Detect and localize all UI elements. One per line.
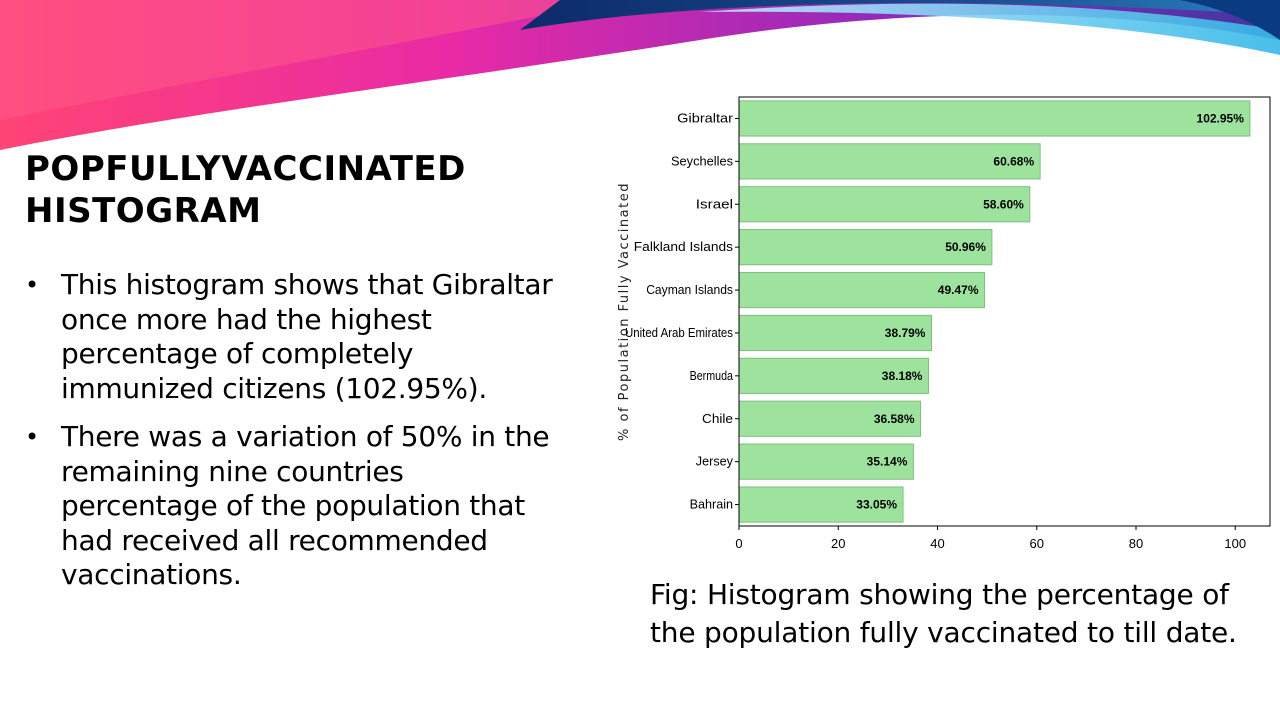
bullet-dot-icon: • bbox=[25, 271, 40, 299]
bullet-text: There was a variation of 50% in the rema… bbox=[61, 420, 550, 591]
bar-data-label: 38.18% bbox=[882, 369, 923, 383]
y-tick-label: Falkland Islands bbox=[634, 239, 734, 254]
x-tick-label: 100 bbox=[1224, 536, 1246, 551]
bullet-item: • This histogram shows that Gibraltar on… bbox=[25, 268, 565, 406]
bullet-dot-icon: • bbox=[25, 423, 40, 451]
plot-frame bbox=[738, 96, 1271, 527]
y-tick-label: Gibraltar bbox=[677, 110, 734, 125]
bullet-item: • There was a variation of 50% in the re… bbox=[25, 420, 565, 593]
y-tick-label: Cayman Islands bbox=[646, 282, 733, 297]
x-tick-label: 80 bbox=[1129, 536, 1143, 551]
bar bbox=[738, 314, 932, 352]
y-tick-label: Jersey bbox=[696, 454, 734, 469]
bar-data-label: 33.05% bbox=[856, 498, 897, 512]
bar bbox=[738, 229, 993, 266]
bar bbox=[738, 271, 986, 309]
y-tick-label: Seychelles bbox=[671, 153, 733, 168]
bar-data-label: 102.95% bbox=[1197, 111, 1245, 125]
bar-data-label: 36.58% bbox=[874, 412, 915, 426]
y-tick-label: Israel bbox=[696, 196, 733, 211]
bar bbox=[738, 357, 929, 394]
decorative-banner bbox=[0, 0, 1280, 150]
figure-caption: Fig: Histogram showing the percentage of… bbox=[650, 578, 1237, 649]
y-tick-label: United Arab Emirates bbox=[625, 325, 733, 340]
x-tick-label: 0 bbox=[735, 536, 742, 551]
y-tick-label: Bahrain bbox=[690, 497, 733, 512]
bar-data-label: 35.14% bbox=[867, 455, 908, 469]
bar-data-label: 58.60% bbox=[983, 197, 1024, 211]
bullet-text: This histogram shows that Gibraltar once… bbox=[61, 268, 553, 405]
slide-title: PopFullyVaccinated Histogram bbox=[25, 149, 466, 231]
bar bbox=[738, 400, 922, 437]
bar bbox=[738, 443, 914, 480]
bar-data-label: 38.79% bbox=[885, 326, 926, 340]
bar bbox=[738, 486, 904, 523]
vaccination-bar-chart: 102.95% Gibraltar 60.68% Seychelles 58.60% Is… bbox=[617, 96, 1271, 551]
bar bbox=[738, 186, 1031, 223]
bar-data-label: 60.68% bbox=[993, 154, 1034, 168]
y-tick-label: Bermuda bbox=[690, 368, 734, 383]
bar bbox=[738, 100, 1251, 137]
x-tick-label: 60 bbox=[1030, 536, 1044, 551]
bullet-list: • This histogram shows that Gibraltar on… bbox=[25, 268, 565, 607]
x-tick-label: 40 bbox=[930, 536, 944, 551]
bar bbox=[738, 143, 1041, 180]
x-tick-label: 20 bbox=[831, 536, 845, 551]
bar-data-label: 49.47% bbox=[938, 283, 979, 297]
bar-data-label: 50.96% bbox=[945, 240, 986, 254]
y-tick-label: Chile bbox=[702, 411, 733, 426]
y-axis-label: % of Population Fully Vaccinated bbox=[617, 182, 632, 441]
